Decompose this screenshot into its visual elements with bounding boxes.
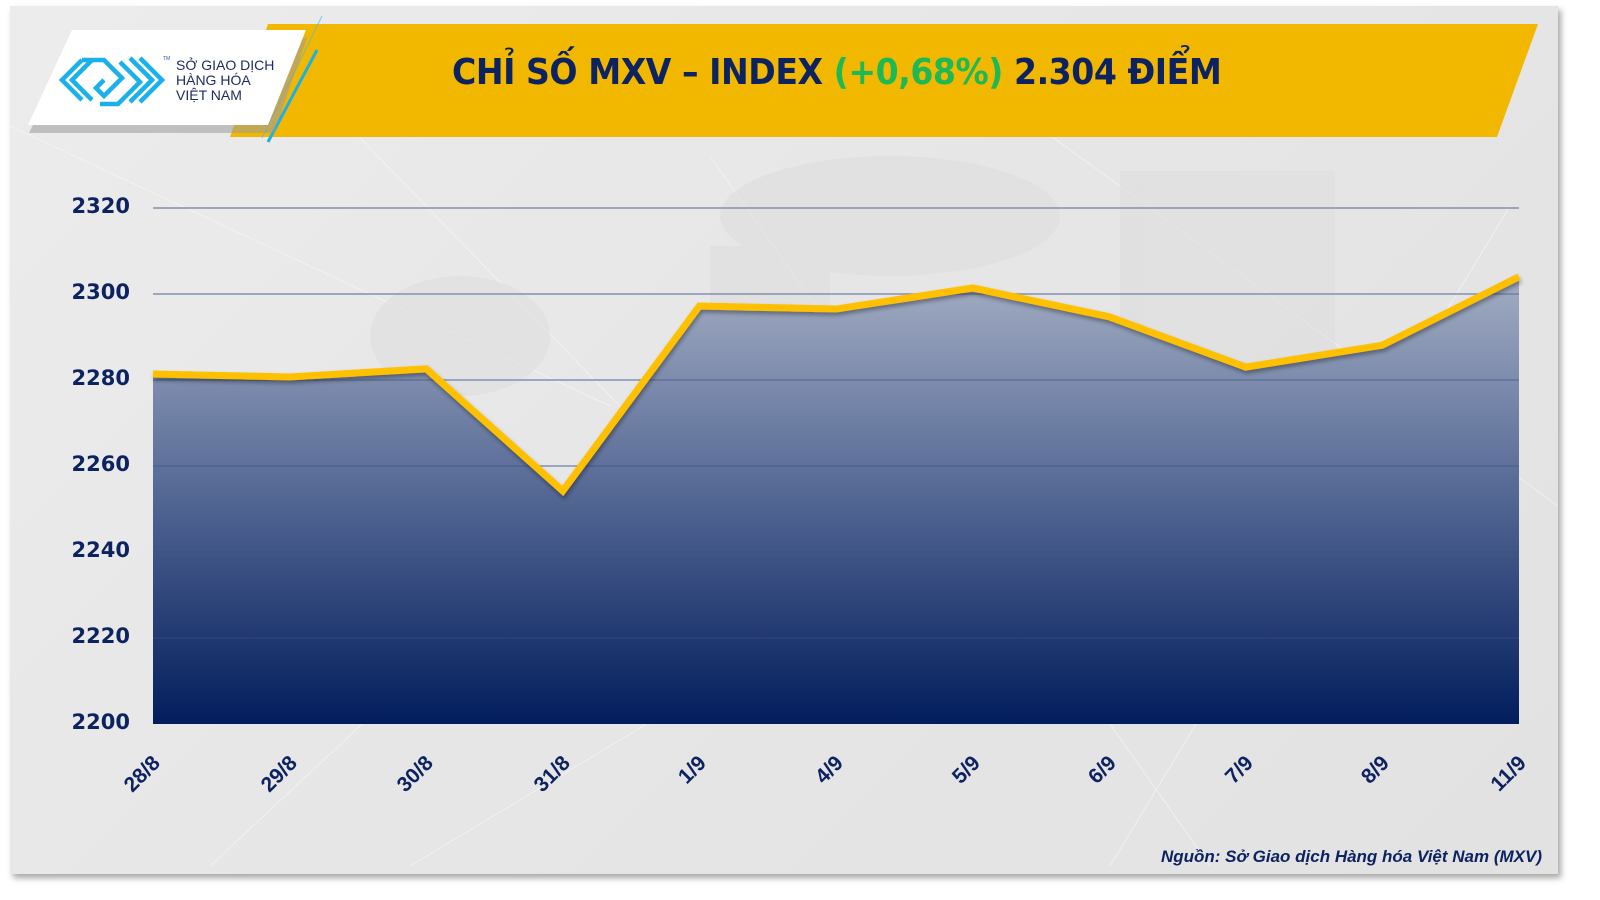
logo-text: SỞ GIAO DỊCH HÀNG HÓA VIỆT NAM [176, 58, 274, 103]
gridlines-overlay [153, 207, 1519, 639]
chart-title: CHỈ SỐ MXV – INDEX (+0,68%) 2.304 ĐIỂM [452, 52, 1222, 93]
index-line [152, 273, 1521, 497]
header-banner [28, 15, 1538, 143]
source-note: Nguồn: Sở Giao dịch Hàng hóa Việt Nam (M… [1160, 847, 1542, 866]
mxv-maze-logo-icon [58, 56, 166, 107]
y-tick-label: 2240 [71, 538, 130, 562]
title-banner-bg [230, 24, 1538, 137]
trademark-mark: TM [163, 56, 171, 62]
area-fill [153, 276, 1519, 724]
y-tick-label: 2220 [71, 624, 130, 648]
title-value: 2.304 ĐIỂM [1002, 52, 1222, 93]
logo-line-2: HÀNG HÓA [176, 72, 251, 88]
y-tick-label: 2320 [71, 194, 130, 218]
logo-line-3: VIỆT NAM [176, 87, 242, 103]
y-tick-label: 2200 [71, 710, 130, 734]
title-change-percent: (+0,68%) [833, 52, 1004, 93]
y-tick-label: 2260 [71, 452, 130, 476]
logo-line-1: SỞ GIAO DỊCH [176, 57, 275, 73]
y-tick-label: 2300 [71, 280, 130, 304]
y-tick-label: 2280 [71, 366, 130, 390]
title-prefix: CHỈ SỐ MXV – INDEX [452, 52, 834, 93]
logo-panel [28, 30, 306, 125]
